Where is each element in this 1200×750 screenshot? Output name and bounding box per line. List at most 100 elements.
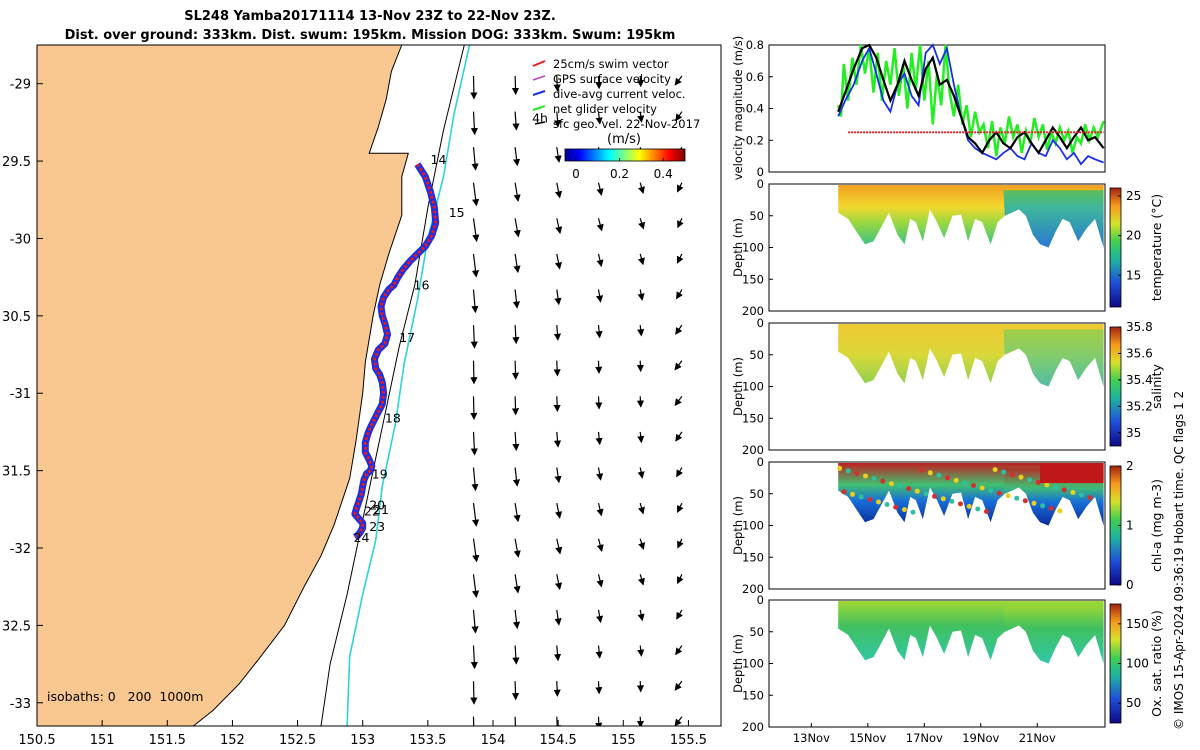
map-x-tick-label: 150.5 [18, 733, 55, 748]
section-colorbar-label: Ox. sat. ratio (%) [1149, 610, 1164, 717]
velocity-vector [595, 431, 603, 446]
legend-swim: 25cm/s swim vector [553, 57, 669, 71]
chl-sample-dot [1035, 479, 1041, 485]
velocity-vector [596, 502, 604, 517]
map-y-tick-label: 29.5 [2, 155, 31, 170]
chl-sample-dot [876, 499, 881, 505]
chl-sample-dot [1005, 493, 1011, 499]
chl-sample-dot [854, 470, 860, 476]
chl-sample-dot [884, 502, 890, 507]
colorbar-tick-label: 150 [1126, 617, 1149, 631]
colorbar-tick-label: 35.6 [1126, 346, 1153, 360]
velocity-vector [512, 467, 521, 487]
velocity-y-tick-label: 0.8 [746, 38, 764, 52]
velocity-vector [470, 681, 478, 705]
day-label: 19 [372, 466, 388, 481]
map-y-tick-label: -30 [10, 232, 31, 247]
chl-sample-dot [906, 486, 912, 492]
velocity-vector [596, 574, 604, 588]
swim-vector-track [353, 163, 438, 539]
velocity-plot-area [768, 44, 1106, 173]
section-y-tick-label: 100 [742, 241, 764, 255]
velocity-vector [555, 574, 563, 591]
velocity-vector [553, 396, 561, 413]
velocity-vector [511, 360, 520, 380]
velocity-vector [512, 289, 521, 309]
chl-sample-dot [880, 478, 886, 484]
section-colorbar [1109, 326, 1122, 447]
velocity-vector [553, 681, 561, 697]
map-frame [36, 44, 722, 727]
map-x-tick-label: 154 [481, 733, 506, 748]
chl-sample-dot [932, 493, 938, 499]
velocity-vector [674, 680, 683, 691]
velocity-vector [676, 467, 683, 478]
day-label: 21 [373, 502, 389, 517]
velocity-vector [553, 75, 561, 92]
section-y-tick-label: 0 [757, 316, 764, 330]
velocity-vector [511, 396, 520, 416]
legend-geo: sfc geo. vel. 22-Nov-2017 [553, 117, 700, 131]
legend-net-symbol [532, 105, 546, 111]
velocity-vector [595, 681, 603, 695]
chl-sample-dot [1018, 474, 1024, 480]
velocity-vector [637, 325, 645, 337]
velocity-vector [471, 609, 479, 634]
day-label: 20 [369, 497, 385, 512]
chl-sample-dot [1027, 477, 1033, 483]
colorbar-tick-label: 0 [572, 167, 580, 181]
velocity-vector [553, 645, 562, 662]
legend-geo-symbol [534, 121, 546, 125]
section-y-tick-label: 100 [742, 657, 764, 671]
time-tick-label: 17Nov [906, 731, 943, 745]
velocity-vector [636, 681, 645, 693]
chl-sample-dot [1061, 487, 1067, 493]
velocity-vector [553, 431, 562, 448]
map-x-tick-label: 151.5 [149, 733, 186, 748]
map-y-tick-label: 32.5 [2, 619, 31, 634]
velocity-vector [636, 360, 645, 373]
velocity-vector [595, 111, 603, 125]
velocity-vector [677, 218, 684, 229]
velocity-vector [511, 75, 520, 96]
chl-sample-dot [888, 481, 894, 487]
velocity-vector [470, 111, 478, 136]
chl-sample-dot [914, 488, 920, 494]
chl-sample-dot [1009, 472, 1015, 478]
velocity-vector [637, 502, 645, 515]
colorbar-tick-label: 35 [1126, 426, 1141, 440]
colorbar-tick-label: 0 [1126, 578, 1134, 592]
velocity-vector [472, 182, 480, 207]
velocity-y-tick-label: 0.2 [746, 133, 764, 147]
colorbar-tick-label: 0.2 [610, 167, 629, 181]
velocity-vector [636, 75, 645, 88]
chl-sample-dot [897, 483, 903, 489]
velocity-vector [555, 538, 563, 555]
section-y-tick-label: 50 [749, 348, 764, 362]
day-label: 23 [369, 519, 385, 534]
colorbar-tick-label: 35.4 [1126, 373, 1153, 387]
imos-credit: © IMOS 15-Apr-2024 09:36:19 Hobart time.… [1172, 390, 1186, 730]
colorbar-unit: (m/s) [607, 132, 641, 147]
velocity-vector [472, 218, 480, 242]
isobath-200m [346, 45, 471, 726]
chl-sample-dot [1040, 503, 1046, 509]
velocity-vector [638, 218, 646, 230]
velocity-vector [554, 289, 562, 306]
velocity-vector [555, 502, 563, 519]
velocity-vector [470, 325, 478, 349]
map-legend: 25cm/s swim vector GPS surface velocity … [532, 57, 700, 181]
chl-sample-dot [949, 498, 955, 504]
velocity-vector [636, 716, 645, 726]
velocity-vector [512, 431, 520, 452]
chl-sample-dot [945, 475, 951, 481]
section-colorbar [1109, 187, 1122, 308]
map-y-tick-label: 31.5 [2, 465, 31, 480]
velocity-vector [676, 182, 684, 193]
velocity-magnitude-panel: 0 0.2 0.4 0.6 0.8 velocity magnitude (m/s) [731, 36, 1106, 180]
velocity-vector [636, 396, 645, 408]
